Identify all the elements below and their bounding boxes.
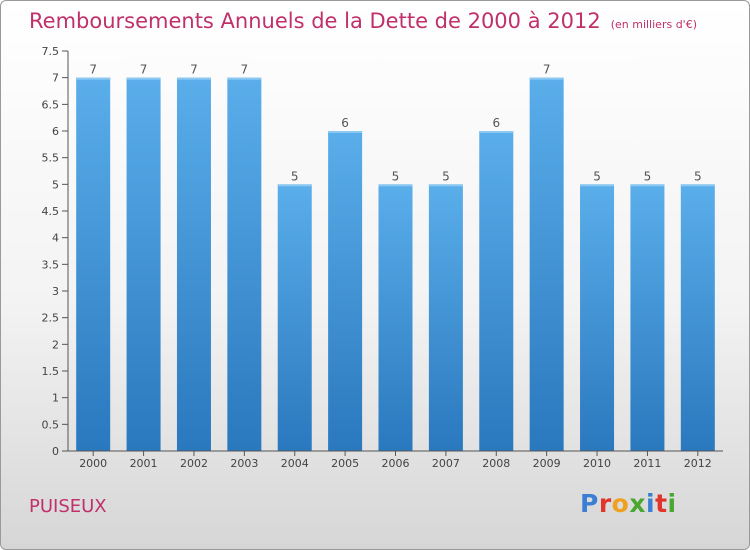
bar (529, 77, 564, 452)
bar-value-label: 5 (442, 169, 450, 183)
bar-value-label: 7 (140, 63, 148, 77)
y-tick-label: 5 (52, 178, 59, 191)
x-axis: 2000 2001 2002 2003 2004 2005 2006 2007 2008 2009… (68, 450, 723, 470)
logo-letter: o (611, 489, 630, 518)
chart-title: Remboursements Annuels de la Dette de 20… (29, 9, 697, 33)
y-tick-label: 1.5 (42, 365, 60, 378)
bar-highlight (176, 77, 211, 80)
bar-highlight (680, 184, 715, 187)
x-tick-label: 2003 (230, 457, 258, 470)
bar-value-label: 5 (694, 169, 702, 183)
location-name: PUISEUX (29, 496, 107, 517)
y-tick-label: 2 (52, 338, 59, 351)
bar-value-label: 7 (190, 63, 198, 77)
logo-letter: P (580, 489, 599, 518)
chart-title-text: Remboursements Annuels de la Dette de 20… (29, 9, 601, 33)
logo-letter: t (655, 489, 668, 518)
x-tick-label: 2008 (482, 457, 510, 470)
logo-letter: i (667, 489, 677, 518)
bar (580, 184, 615, 452)
logo-letter: i (646, 489, 656, 518)
x-tick-label: 2000 (79, 457, 107, 470)
bar-highlight (126, 77, 161, 80)
bar (176, 77, 211, 452)
x-tick-label: 2004 (281, 457, 309, 470)
y-tick-label: 0.5 (42, 418, 60, 431)
bars: 7 7 7 7 5 6 5 5 6 7 5 5 5 (76, 63, 715, 452)
bar-value-label: 7 (89, 63, 97, 77)
logo-letter: x (629, 489, 646, 518)
bar (479, 131, 514, 451)
bar (76, 77, 111, 452)
bar-highlight (479, 131, 514, 133)
bar-value-label: 6 (341, 116, 349, 130)
bar (680, 184, 715, 452)
bar (277, 184, 312, 452)
bar-value-label: 7 (241, 63, 249, 77)
x-tick-label: 2011 (633, 457, 661, 470)
bar-highlight (529, 77, 564, 80)
bar-value-label: 5 (291, 169, 299, 183)
bar-highlight (227, 77, 262, 80)
y-tick-label: 6 (52, 125, 59, 138)
bar (328, 131, 363, 451)
y-tick-label: 5.5 (42, 152, 60, 165)
bar (126, 77, 161, 452)
bar (630, 184, 665, 452)
y-tick-label: 4 (52, 232, 59, 245)
x-tick-label: 2001 (130, 457, 158, 470)
y-tick-label: 0 (52, 445, 59, 458)
bar-highlight (277, 184, 312, 187)
y-tick-label: 3.5 (42, 258, 60, 271)
x-tick-label: 2006 (382, 457, 410, 470)
y-tick-label: 2.5 (42, 312, 60, 325)
x-tick-label: 2005 (331, 457, 359, 470)
bar (227, 77, 262, 452)
x-tick-label: 2002 (180, 457, 208, 470)
chart-subtitle: (en milliers d'€) (610, 18, 697, 31)
y-tick-label: 6.5 (42, 98, 60, 111)
proxiti-logo[interactable]: Proxiti (580, 489, 677, 518)
y-tick-label: 4.5 (42, 205, 60, 218)
bar-value-label: 6 (492, 116, 500, 130)
bar-highlight (76, 77, 111, 80)
bar-highlight (378, 184, 413, 187)
bar-value-label: 5 (392, 169, 400, 183)
bar-highlight (580, 184, 615, 187)
bar-value-label: 7 (543, 63, 551, 77)
y-tick-label: 1 (52, 392, 59, 405)
bar-highlight (328, 131, 363, 133)
bar-highlight (428, 184, 463, 187)
x-tick-label: 2009 (533, 457, 561, 470)
y-tick-label: 3 (52, 285, 59, 298)
logo-letter: r (598, 489, 612, 518)
y-axis: 0 0.5 1 1.5 2 2.5 3 3.5 4 4.5 5 5.5 6 6.5 7 7.5 (42, 45, 69, 458)
x-tick-label: 2007 (432, 457, 460, 470)
y-tick-label: 7 (52, 72, 59, 85)
x-tick-label: 2012 (684, 457, 712, 470)
bar-value-label: 5 (593, 169, 601, 183)
x-tick-label: 2010 (583, 457, 611, 470)
bar-value-label: 5 (644, 169, 652, 183)
bar-highlight (630, 184, 665, 187)
bar (428, 184, 463, 452)
bar (378, 184, 413, 452)
y-tick-label: 7.5 (42, 45, 60, 58)
